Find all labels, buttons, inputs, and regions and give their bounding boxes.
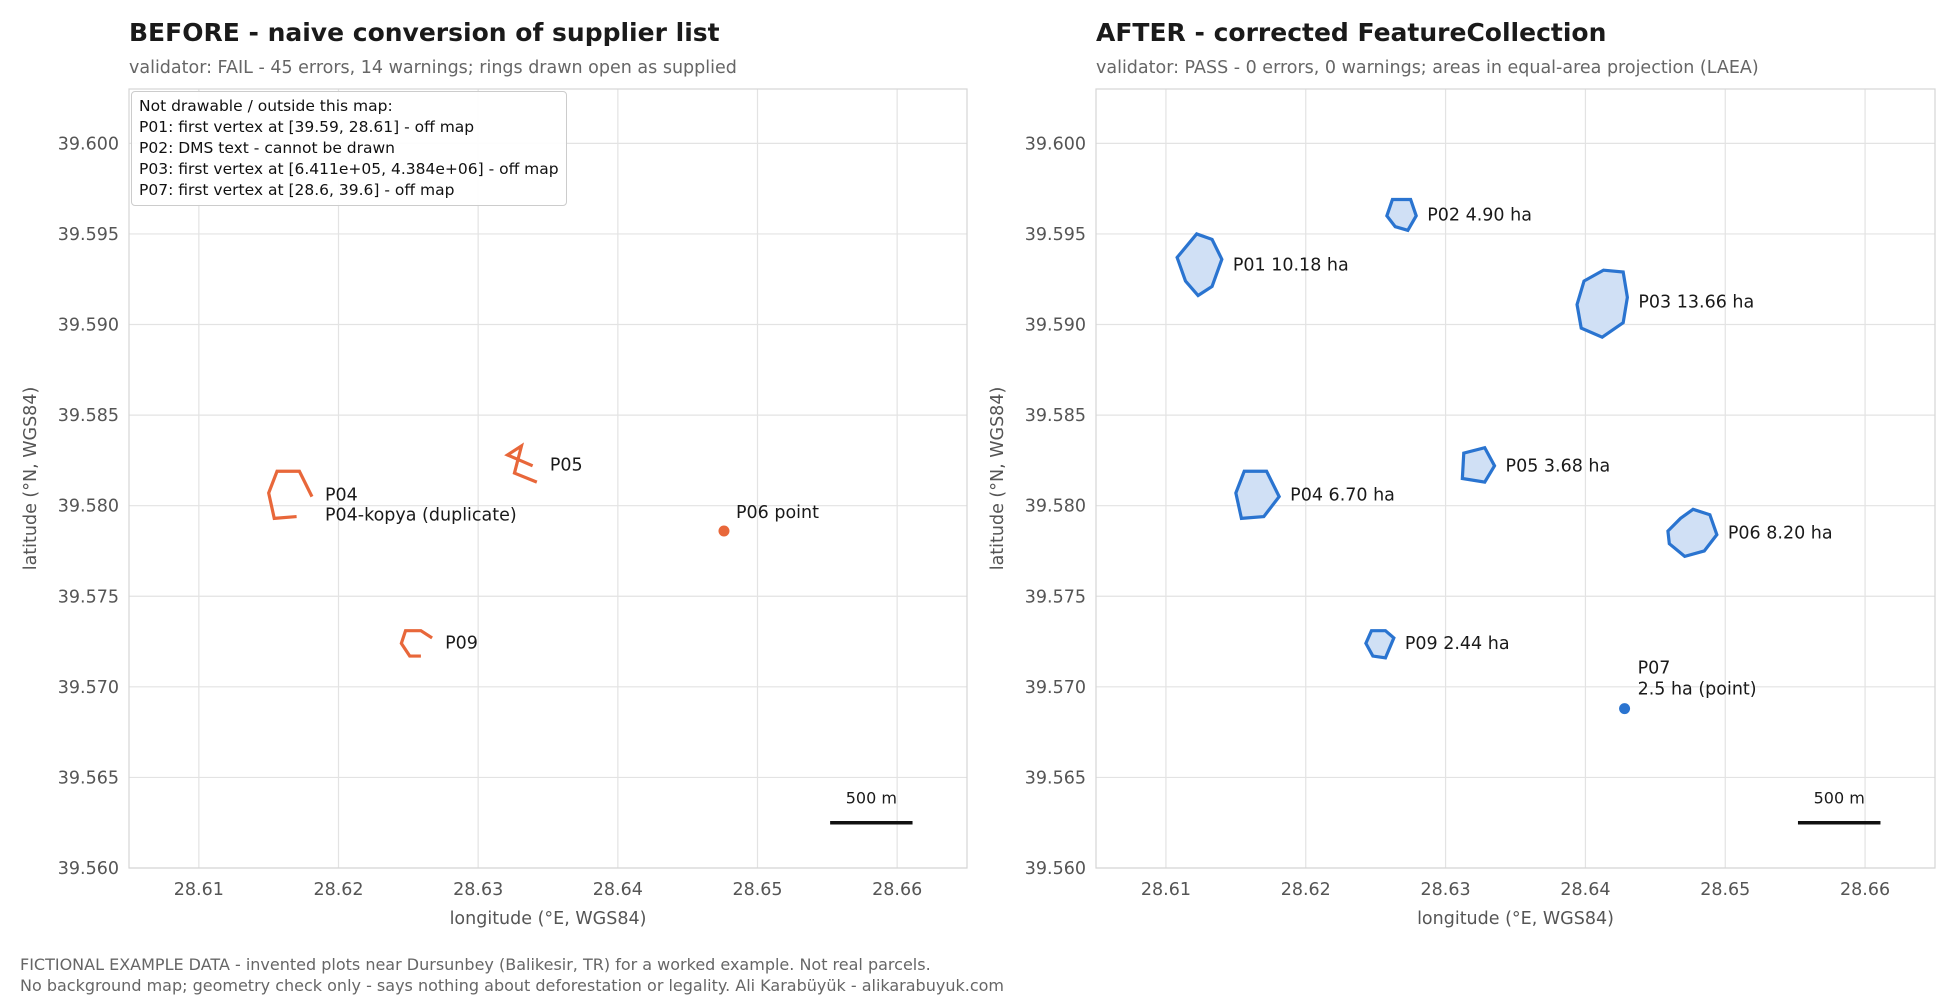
x-tick-label: 28.63 xyxy=(453,880,503,900)
note-heading: Not drawable / outside this map: xyxy=(139,97,393,115)
plot-p07-label: P07 xyxy=(1638,659,1671,679)
x-tick-label: 28.62 xyxy=(1281,880,1331,900)
footer-disclaimer-line2: No background map; geometry check only -… xyxy=(20,976,1004,995)
note-line-p07: P07: first vertex at [28.6, 39.6] - off … xyxy=(139,181,455,199)
note-line-p01: P01: first vertex at [39.59, 28.61] - of… xyxy=(139,118,475,136)
plot-p05-label: P05 3.68 ha xyxy=(1506,456,1611,476)
y-tick-label: 39.580 xyxy=(58,497,119,517)
plot-p09-label: P09 xyxy=(445,633,478,653)
y-axis-label: latitude (°N, WGS84) xyxy=(988,387,1008,571)
plot-p09-polygon xyxy=(1364,629,1396,660)
y-tick-label: 39.565 xyxy=(58,768,119,788)
after-title: AFTER - corrected FeatureCollection xyxy=(1096,18,1607,47)
plot-p06-point xyxy=(718,525,730,537)
before-not-drawable-note: Not drawable / outside this map: P01: fi… xyxy=(131,91,567,206)
scale-bar-label: 500 m xyxy=(1814,789,1865,808)
plot-p05-label: P05 xyxy=(550,455,583,475)
x-tick-label: 28.64 xyxy=(1560,880,1610,900)
plot-p04-kopya-label: P04-kopya (duplicate) xyxy=(325,506,517,526)
after-subtitle: validator: PASS - 0 errors, 0 warnings; … xyxy=(1096,58,1759,78)
plot-p04-open-ring xyxy=(267,469,314,521)
plot-p02-polygon xyxy=(1385,197,1418,233)
y-tick-label: 39.585 xyxy=(1025,406,1086,426)
plot-p03-polygon xyxy=(1575,268,1629,340)
y-tick-label: 39.580 xyxy=(1025,497,1086,517)
plot-p09-open-ring xyxy=(399,629,433,658)
x-axis-label: longitude (°E, WGS84) xyxy=(450,909,647,929)
y-tick-label: 39.570 xyxy=(1025,678,1086,698)
plot-p01-polygon xyxy=(1175,232,1224,298)
plot-p04-label: P04 xyxy=(325,486,358,506)
y-tick-label: 39.600 xyxy=(1025,134,1086,154)
y-tick-label: 39.575 xyxy=(58,587,119,607)
plot-p05-open-ring xyxy=(504,442,538,484)
plot-frame xyxy=(128,88,968,869)
plot-frame xyxy=(1095,88,1936,869)
plot-p06-polygon xyxy=(1666,507,1719,559)
y-tick-label: 39.570 xyxy=(58,678,119,698)
plot-p06-label: P06 8.20 ha xyxy=(1728,523,1833,543)
plot-p02-label: P02 4.90 ha xyxy=(1427,206,1532,226)
y-tick-label: 39.575 xyxy=(1025,587,1086,607)
scale-bar-label: 500 m xyxy=(846,789,897,808)
y-tick-label: 39.600 xyxy=(58,134,119,154)
x-tick-label: 28.62 xyxy=(313,880,363,900)
footer-disclaimer-line1: FICTIONAL EXAMPLE DATA - invented plots … xyxy=(20,955,931,974)
x-tick-label: 28.61 xyxy=(1141,880,1191,900)
y-tick-label: 39.560 xyxy=(58,859,119,879)
x-tick-label: 28.66 xyxy=(1840,880,1890,900)
plot-p03-label: P03 13.66 ha xyxy=(1638,293,1754,313)
before-title: BEFORE - naive conversion of supplier li… xyxy=(129,18,720,47)
plot-p04-polygon xyxy=(1234,469,1282,521)
x-tick-label: 28.63 xyxy=(1421,880,1471,900)
x-tick-label: 28.66 xyxy=(872,880,922,900)
y-tick-label: 39.595 xyxy=(1025,225,1086,245)
y-tick-label: 39.585 xyxy=(58,406,119,426)
plot-p07-point xyxy=(1619,703,1631,715)
y-axis-label: latitude (°N, WGS84) xyxy=(21,387,41,571)
y-tick-label: 39.590 xyxy=(58,316,119,336)
plot-p06-label: P06 point xyxy=(736,503,819,523)
x-tick-label: 28.65 xyxy=(1700,880,1750,900)
x-tick-label: 28.64 xyxy=(593,880,643,900)
x-tick-label: 28.61 xyxy=(174,880,224,900)
plot-p05-polygon xyxy=(1460,445,1497,484)
plot-p09-label: P09 2.44 ha xyxy=(1405,634,1510,654)
x-tick-label: 28.65 xyxy=(732,880,782,900)
y-tick-label: 39.595 xyxy=(58,225,119,245)
plot-p07-area-label: 2.5 ha (point) xyxy=(1638,680,1757,700)
plot-p01-label: P01 10.18 ha xyxy=(1233,256,1349,276)
note-line-p02: P02: DMS text - cannot be drawn xyxy=(139,139,395,157)
y-tick-label: 39.565 xyxy=(1025,768,1086,788)
note-line-p03: P03: first vertex at [6.411e+05, 4.384e+… xyxy=(139,160,559,178)
x-axis-label: longitude (°E, WGS84) xyxy=(1417,909,1614,929)
y-tick-label: 39.560 xyxy=(1025,859,1086,879)
before-subtitle: validator: FAIL - 45 errors, 14 warnings… xyxy=(129,58,737,78)
plot-p04-label: P04 6.70 ha xyxy=(1290,486,1395,506)
y-tick-label: 39.590 xyxy=(1025,316,1086,336)
